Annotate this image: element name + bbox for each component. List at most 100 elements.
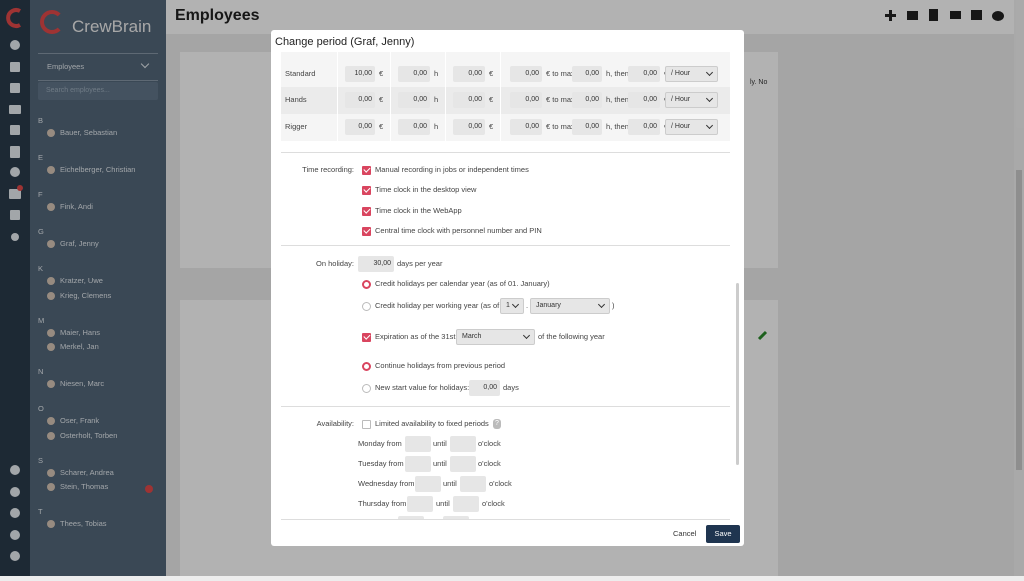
chevron bbox=[522, 331, 531, 340]
separator-text: . bbox=[526, 301, 529, 310]
input[interactable]: 30,00 bbox=[358, 256, 394, 272]
search-placeholder: Search employees... bbox=[46, 87, 110, 94]
employee-name[interactable]: Eichelberger, Christian bbox=[60, 165, 136, 174]
input[interactable] bbox=[450, 456, 476, 472]
radio[interactable] bbox=[362, 361, 371, 371]
input[interactable]: 0,00 bbox=[572, 66, 602, 82]
chevron bbox=[705, 68, 714, 77]
input[interactable] bbox=[407, 496, 433, 512]
input[interactable] bbox=[405, 456, 431, 472]
input[interactable] bbox=[460, 476, 486, 492]
option-label: Limited availability to fixed periods bbox=[375, 419, 489, 428]
input[interactable]: 0,00 bbox=[453, 92, 485, 108]
input[interactable] bbox=[398, 516, 424, 520]
input[interactable]: 0,00 bbox=[510, 92, 542, 108]
divider bbox=[38, 80, 158, 81]
employee-name[interactable]: Stein, Thomas bbox=[60, 482, 109, 491]
select[interactable]: March bbox=[456, 329, 535, 345]
edit-icon[interactable] bbox=[757, 329, 769, 341]
input[interactable]: 0,00 bbox=[398, 119, 430, 135]
employee-name[interactable]: Merkel, Jan bbox=[60, 342, 99, 351]
toolbar-icons[interactable] bbox=[880, 6, 1010, 26]
cancel-button[interactable]: Cancel bbox=[673, 529, 697, 538]
checkbox[interactable] bbox=[362, 185, 371, 195]
rate-unit: h, then bbox=[606, 95, 629, 104]
input[interactable]: 0,00 bbox=[345, 92, 375, 108]
employee-name[interactable]: Thees, Tobias bbox=[60, 519, 107, 528]
search-box[interactable]: Search employees... bbox=[38, 82, 158, 100]
column-divider bbox=[390, 52, 391, 141]
input[interactable] bbox=[450, 436, 476, 452]
input[interactable] bbox=[415, 476, 441, 492]
check-mark bbox=[362, 206, 370, 214]
modal: Change period (Graf, Jenny) Standard 10,0… bbox=[271, 30, 744, 546]
input[interactable]: 0,00 bbox=[345, 119, 375, 135]
employee-name[interactable]: Kratzer, Uwe bbox=[60, 276, 103, 285]
select[interactable]: / Hour bbox=[665, 66, 718, 82]
input[interactable]: 0,00 bbox=[572, 92, 602, 108]
input[interactable]: 0,00 bbox=[628, 92, 660, 108]
input[interactable]: 0,00 bbox=[628, 66, 660, 82]
select[interactable]: January bbox=[530, 298, 610, 314]
input[interactable]: 0,00 bbox=[469, 380, 500, 396]
avatar bbox=[47, 380, 55, 388]
unit-label: days per year bbox=[397, 259, 443, 268]
input[interactable]: 0,00 bbox=[453, 66, 485, 82]
employee-name[interactable]: Scharer, Andrea bbox=[60, 467, 114, 477]
check-mark bbox=[362, 165, 370, 173]
checkbox[interactable] bbox=[362, 206, 371, 216]
input[interactable]: 0,00 bbox=[510, 66, 542, 82]
page-scrollbar bbox=[1014, 0, 1024, 576]
input[interactable]: 10,00 bbox=[345, 66, 375, 82]
input[interactable]: 0,00 bbox=[572, 119, 602, 135]
employee-name[interactable]: Osterholt, Torben bbox=[60, 430, 118, 440]
checkbox[interactable] bbox=[362, 226, 371, 236]
rate-unit: € bbox=[379, 95, 384, 104]
group-letter: B bbox=[38, 116, 44, 125]
input[interactable]: 0,00 bbox=[453, 119, 485, 135]
logo: CrewBrain bbox=[72, 17, 152, 36]
checkbox[interactable] bbox=[362, 332, 371, 342]
option-label: of the following year bbox=[538, 332, 605, 341]
employee-name[interactable]: Niesen, Marc bbox=[60, 379, 105, 388]
save-button[interactable]: Save bbox=[706, 525, 740, 543]
footer-divider bbox=[281, 519, 730, 520]
until-label: until bbox=[436, 499, 450, 508]
employee-dropdown[interactable]: Employees bbox=[47, 62, 85, 71]
rate-unit: € to max. bbox=[546, 69, 577, 78]
input[interactable] bbox=[453, 496, 479, 512]
rate-unit: € to max. bbox=[546, 95, 577, 104]
select[interactable]: 1 bbox=[500, 298, 524, 314]
input[interactable]: 0,00 bbox=[398, 92, 430, 108]
separator-text: ) bbox=[612, 301, 615, 310]
input[interactable]: 0,00 bbox=[628, 119, 660, 135]
input[interactable]: 0,00 bbox=[398, 66, 430, 82]
suffix-label: o'clock bbox=[478, 439, 501, 448]
rate-name: Rigger bbox=[285, 122, 308, 131]
rate-name: Standard bbox=[285, 69, 316, 78]
checkbox[interactable] bbox=[362, 419, 371, 429]
help-icon[interactable]: ? bbox=[493, 419, 501, 429]
employee-name[interactable]: Fink, Andi bbox=[60, 202, 93, 211]
modal-scrollbar[interactable] bbox=[736, 283, 739, 465]
input[interactable] bbox=[405, 436, 431, 452]
rate-unit: h, then bbox=[606, 122, 629, 131]
group-letter: K bbox=[38, 264, 44, 273]
input[interactable] bbox=[443, 516, 469, 520]
input[interactable]: 0,00 bbox=[510, 119, 542, 135]
option-label: Credit holidays per calendar year (as of… bbox=[375, 279, 550, 288]
employee-name[interactable]: Graf, Jenny bbox=[60, 239, 99, 248]
radio[interactable] bbox=[362, 301, 371, 311]
employee-name[interactable]: Bauer, Sebastian bbox=[60, 128, 118, 137]
select[interactable]: / Hour bbox=[665, 119, 718, 135]
employee-name[interactable]: Oser, Frank bbox=[60, 416, 100, 425]
column-divider bbox=[445, 52, 446, 141]
radio[interactable] bbox=[362, 279, 371, 289]
employee-name[interactable]: Krieg, Clemens bbox=[60, 290, 112, 300]
employee-name[interactable]: Maier, Hans bbox=[60, 327, 101, 337]
checkbox[interactable] bbox=[362, 165, 371, 175]
rate-unit: € to max. bbox=[546, 122, 577, 131]
select[interactable]: / Hour bbox=[665, 92, 718, 108]
radio[interactable] bbox=[362, 383, 371, 393]
rate-unit: h, then bbox=[606, 69, 629, 78]
